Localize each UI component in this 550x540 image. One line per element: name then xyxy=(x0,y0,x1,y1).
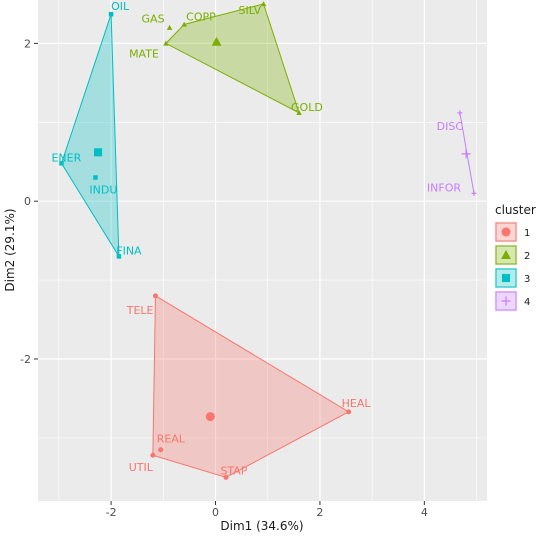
point-label: OIL xyxy=(111,0,130,13)
data-point xyxy=(116,254,122,259)
y-tick-label: 2 xyxy=(24,37,31,50)
point-label: REAL xyxy=(157,433,186,446)
point-label: MATE xyxy=(129,47,159,60)
data-point xyxy=(346,409,352,415)
point-label: INDU xyxy=(89,184,117,197)
data-point xyxy=(150,452,156,458)
data-point xyxy=(296,110,302,116)
point-labels: TELE HEAL STAP REAL UTIL GAS COPP SILV MATE GOLD O… xyxy=(51,0,463,477)
legend-label: 2 xyxy=(524,251,530,262)
plot-panel xyxy=(38,0,487,501)
y-axis-title: Dim2 (29.1%) xyxy=(3,208,17,291)
point-label: HEAL xyxy=(342,397,372,410)
x-tick-label: 0 xyxy=(212,506,219,519)
point-label: SILV xyxy=(239,4,262,17)
y-tick-label: 0 xyxy=(24,195,31,208)
point-label: GAS xyxy=(142,13,165,26)
point-label: COPP xyxy=(186,10,216,23)
point-label: GOLD xyxy=(291,101,323,114)
cluster-1-centroid xyxy=(205,412,215,422)
legend-marker-3 xyxy=(501,273,511,283)
data-point xyxy=(152,293,158,299)
cluster-3-hull xyxy=(60,14,120,259)
data-point xyxy=(457,110,463,116)
legend-label: 1 xyxy=(524,228,530,239)
cluster-3-centroid xyxy=(93,148,103,157)
data-point xyxy=(108,11,114,17)
point-label: STAP xyxy=(220,464,247,477)
major-gridlines xyxy=(38,0,487,501)
legend: cluster 1 2 3 4 xyxy=(494,203,536,312)
legend-label: 4 xyxy=(524,297,530,308)
data-point xyxy=(59,161,64,166)
x-axis-title: Dim1 (34.6%) xyxy=(220,519,303,533)
y-tick-label: -2 xyxy=(20,353,31,366)
data-points xyxy=(59,1,477,480)
axis-ticks: -2 0 2 4 -2 0 2 xyxy=(20,37,428,519)
cluster-centroids xyxy=(93,36,471,422)
data-point xyxy=(471,190,477,196)
x-tick-label: -2 xyxy=(106,506,117,519)
data-point xyxy=(93,175,98,180)
cluster-2-centroid xyxy=(211,36,222,46)
data-point xyxy=(223,474,229,480)
point-label: TELE xyxy=(126,304,154,317)
point-label: DISC xyxy=(437,120,464,133)
legend-marker-1 xyxy=(501,227,511,237)
cluster-4-centroid xyxy=(461,149,471,159)
x-tick-label: 4 xyxy=(421,506,428,519)
legend-marker-4 xyxy=(501,296,511,306)
data-point xyxy=(158,447,164,453)
legend-marker-2 xyxy=(501,250,511,259)
minor-gridlines xyxy=(38,0,487,501)
x-tick-label: 2 xyxy=(316,506,323,519)
point-label: FINA xyxy=(116,244,142,257)
data-point xyxy=(260,1,267,7)
legend-title: cluster xyxy=(495,203,536,217)
legend-label: 3 xyxy=(524,274,530,285)
point-label: INFOR xyxy=(427,181,461,194)
data-point xyxy=(163,40,169,46)
data-point xyxy=(181,21,187,27)
point-label: ENER xyxy=(51,151,81,164)
point-label: UTIL xyxy=(129,461,154,474)
data-point xyxy=(166,24,173,30)
